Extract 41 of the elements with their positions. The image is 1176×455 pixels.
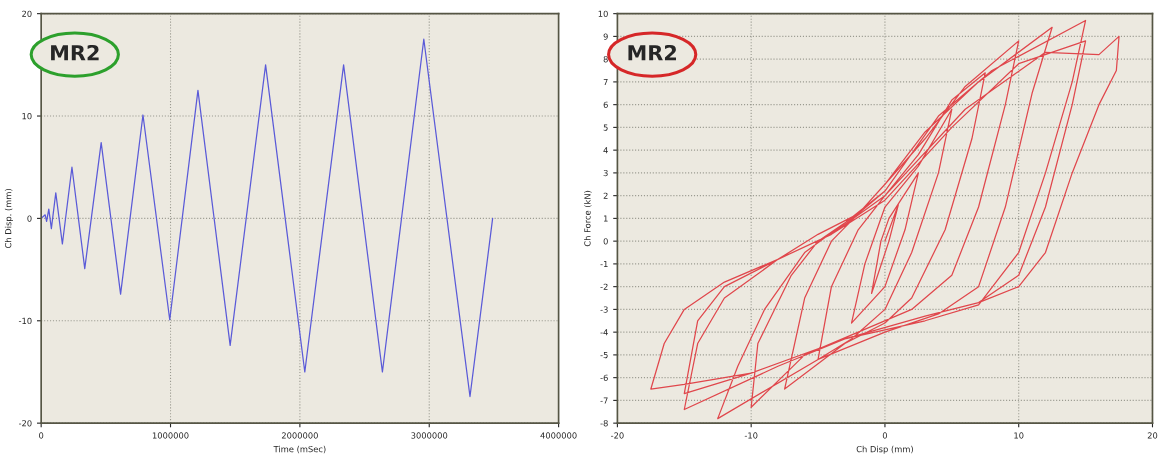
x-tick-label: -10 <box>744 432 758 439</box>
y-tick-label: 0 <box>603 238 608 245</box>
y-tick-label: 20 <box>22 10 32 17</box>
y-tick-label: 5 <box>603 124 608 131</box>
y-tick-label: 0 <box>27 215 32 222</box>
y-tick-label: -1 <box>600 260 608 268</box>
y-tick-label: 4 <box>603 147 608 154</box>
y-tick-label: -20 <box>18 420 32 427</box>
y-tick-label: -10 <box>18 317 32 325</box>
annotation: MR2 <box>628 44 676 61</box>
x-tick-label: 2000000 <box>281 432 318 439</box>
y-tick-label: 6 <box>603 101 608 108</box>
y-tick-label: 1 <box>603 215 608 222</box>
y-tick-label: -2 <box>600 283 608 290</box>
y-axis-title: Ch Force (kN) <box>584 190 592 247</box>
y-tick-label: 7 <box>603 78 608 86</box>
y-tick-label: 10 <box>22 113 32 120</box>
line-series <box>41 38 494 398</box>
x-tick-label: 10 <box>1014 432 1024 439</box>
annotation: MR2 <box>51 44 99 61</box>
x-tick-label: 20 <box>1147 432 1158 439</box>
y-tick-label: -5 <box>600 351 608 359</box>
x-tick-label: 1000000 <box>152 432 189 439</box>
y-tick-label: 10 <box>598 10 608 17</box>
y-tick-label: 9 <box>603 33 608 40</box>
x-tick-label: 4000000 <box>540 432 577 439</box>
x-axis-title: Time (mSec) <box>273 445 326 454</box>
x-tick-label: 0 <box>882 432 888 439</box>
x-tick-label: 3000000 <box>411 432 448 439</box>
y-tick-label: 2 <box>603 192 608 199</box>
y-tick-label: -3 <box>600 306 608 313</box>
y-axis-title: Ch Disp. (mm) <box>4 189 13 249</box>
x-tick-label: -20 <box>611 432 624 439</box>
y-tick-label: -4 <box>600 329 608 336</box>
y-tick-label: 3 <box>603 169 608 177</box>
y-tick-label: -8 <box>600 420 608 427</box>
y-tick-label: -7 <box>600 397 608 404</box>
y-tick-label: -6 <box>600 374 608 381</box>
x-axis-title: Ch Disp (mm) <box>856 445 913 454</box>
x-tick-label: 0 <box>39 432 44 439</box>
y-tick-label: 8 <box>603 56 608 63</box>
